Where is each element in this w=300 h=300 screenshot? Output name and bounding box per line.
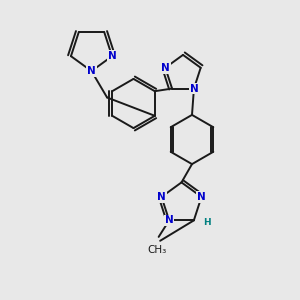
Text: H: H: [202, 218, 210, 227]
Text: N: N: [197, 192, 206, 202]
Text: N: N: [161, 63, 170, 73]
Text: N: N: [165, 215, 173, 225]
Text: N: N: [108, 51, 116, 61]
Text: N: N: [87, 66, 96, 76]
Text: N: N: [157, 192, 166, 202]
Text: N: N: [190, 83, 198, 94]
Text: CH₃: CH₃: [148, 245, 167, 255]
